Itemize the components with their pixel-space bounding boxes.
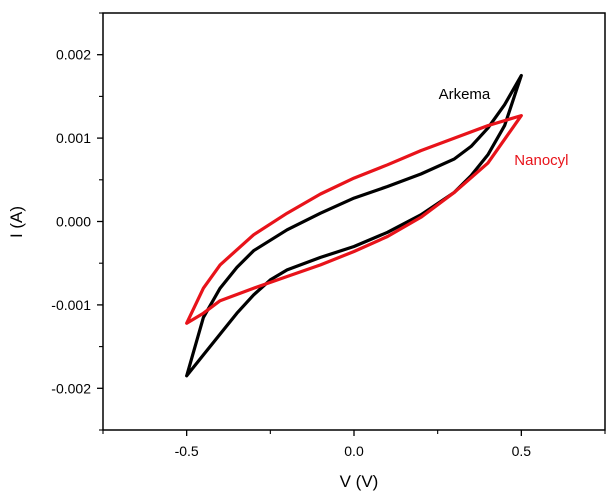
annotation-layer: Arkema Nanocyl bbox=[439, 86, 569, 169]
series-line-arkema bbox=[185, 73, 523, 378]
y-tick-label: -0.001 bbox=[51, 297, 91, 313]
y-axis-label: I (A) bbox=[7, 206, 26, 238]
x-tick-label: 0.0 bbox=[344, 443, 364, 459]
series-annotation-arkema: Arkema bbox=[439, 86, 491, 103]
y-tick-label: -0.002 bbox=[51, 380, 91, 396]
y-tick-label: 0.000 bbox=[56, 214, 91, 230]
ticks-layer: -0.5 0.0 0.5 -0.002 -0.001 0.000 0.001 0.002 bbox=[51, 12, 606, 459]
x-tick-label: -0.5 bbox=[175, 443, 199, 459]
series-layer bbox=[185, 73, 523, 378]
y-tick-label: 0.001 bbox=[56, 130, 91, 146]
plot-frame bbox=[102, 12, 606, 431]
series-annotation-nanocyl: Nanocyl bbox=[514, 152, 568, 169]
series-line-nanocyl bbox=[185, 113, 523, 325]
x-tick-label: 0.5 bbox=[512, 443, 532, 459]
y-tick-label: 0.002 bbox=[56, 47, 91, 63]
x-axis-label: V (V) bbox=[340, 472, 379, 491]
